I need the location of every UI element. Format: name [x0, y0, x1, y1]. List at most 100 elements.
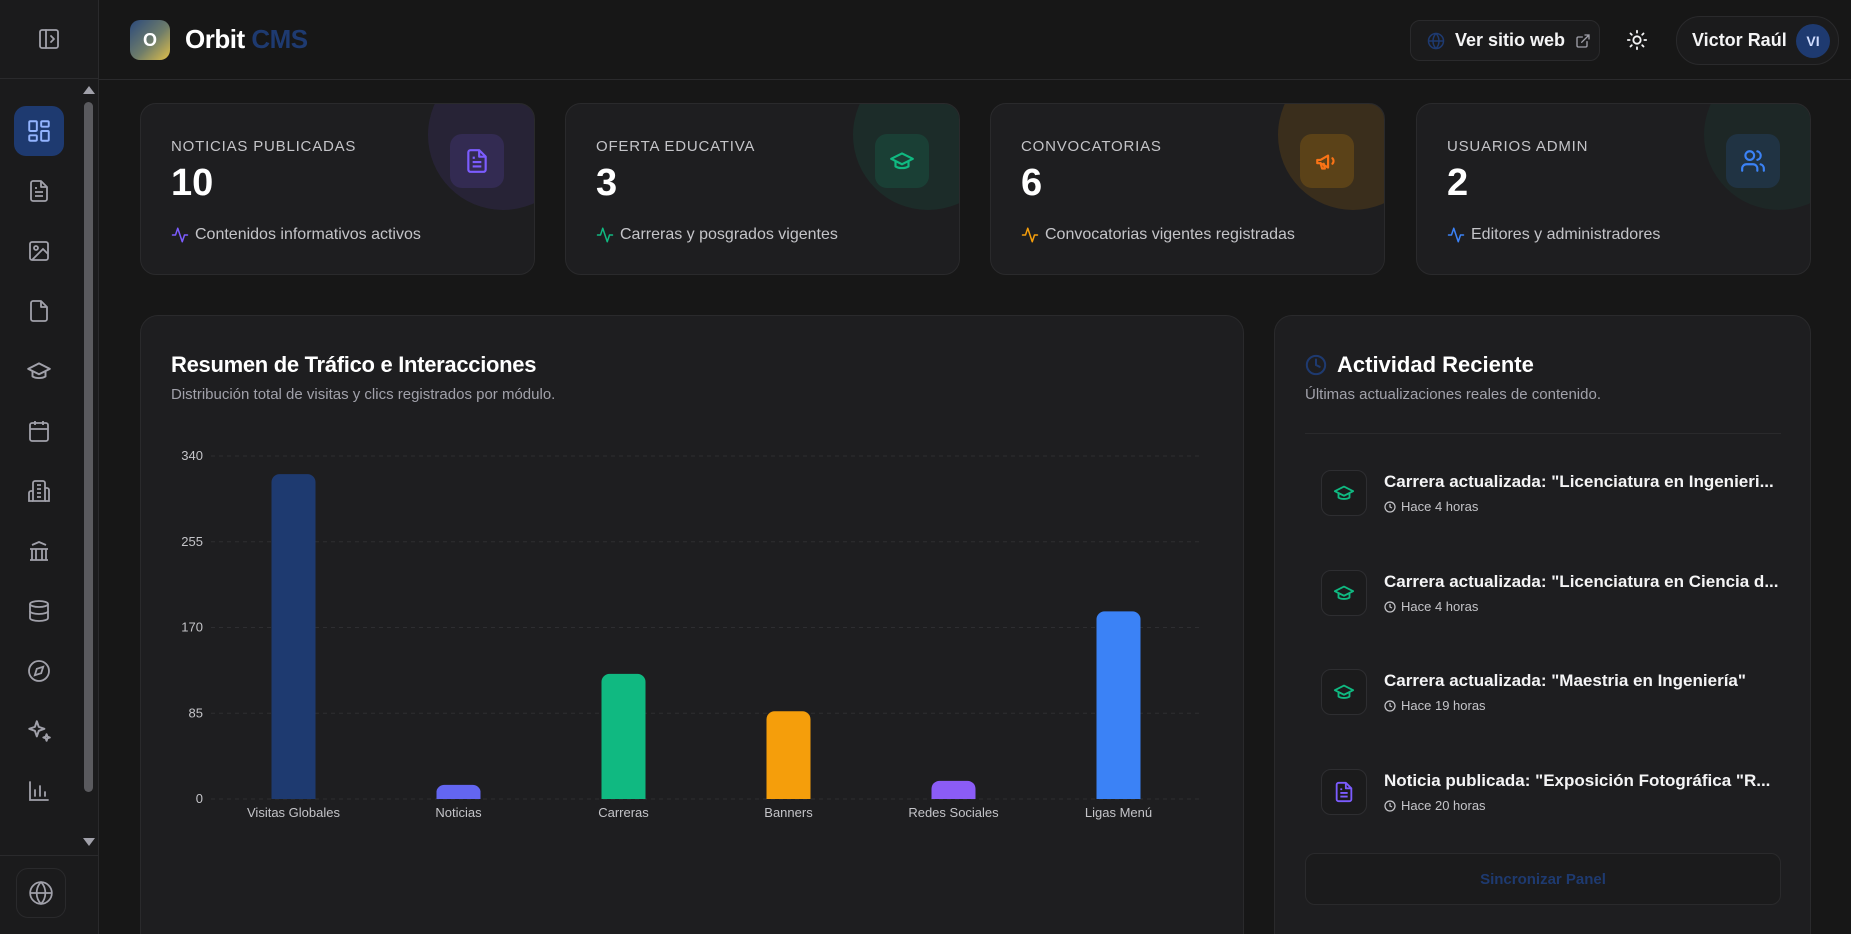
sidebar-item-dashboard[interactable] [14, 106, 64, 156]
compass-icon [28, 660, 50, 682]
activity-icon [1021, 227, 1039, 243]
stat-description-text: Editores y administradores [1471, 226, 1661, 243]
stat-description-text: Carreras y posgrados vigentes [620, 226, 838, 243]
y-tick-label: 340 [181, 448, 203, 463]
sidebar-item-database[interactable] [14, 586, 64, 636]
stat-description-text: Contenidos informativos activos [195, 226, 421, 243]
stat-value: 2 [1447, 162, 1469, 204]
activity-text: Carrera actualizada: "Licenciatura en In… [1384, 472, 1774, 491]
activity-item[interactable]: Carrera actualizada: "Licenciatura en In… [1321, 466, 1781, 526]
stat-description: Convocatorias vigentes registradas [1021, 226, 1295, 244]
clock-icon [1384, 799, 1396, 812]
sidebar-item-buildings[interactable] [14, 466, 64, 516]
sidebar-item-calendar[interactable] [14, 406, 64, 456]
top-header: O Orbit CMS Ver sitio web Victor Raúl VI [99, 0, 1851, 80]
activity-time: Hace 4 horas [1384, 499, 1478, 514]
bar [271, 474, 316, 799]
bar-chart: 0 85 170 255 340 Visitas Globales Noticias Carr… [181, 448, 1201, 820]
institution-icon [30, 541, 48, 561]
stat-value: 6 [1021, 162, 1043, 204]
sync-panel-button[interactable]: Sincronizar Panel [1305, 853, 1781, 905]
globe-icon [29, 880, 53, 906]
clock-icon [1305, 354, 1327, 376]
scroll-up-arrow-icon[interactable] [83, 86, 95, 94]
traffic-chart-panel: Resumen de Tráfico e Interacciones Distr… [140, 315, 1244, 934]
file-icon [30, 300, 48, 322]
activity-icon [596, 227, 614, 243]
stat-card-calls[interactable]: CONVOCATORIAS 6 Convocatorias vigentes r… [990, 103, 1385, 275]
avatar: VI [1796, 24, 1830, 58]
bar-base [271, 791, 316, 799]
stat-value: 10 [171, 162, 214, 204]
sparkles-icon [28, 720, 51, 742]
clock-icon [1384, 600, 1396, 613]
sidebar-item-analytics[interactable] [14, 766, 64, 816]
activity-item[interactable]: Noticia publicada: "Exposición Fotográfi… [1321, 765, 1781, 825]
activity-time-text: Hace 19 horas [1401, 698, 1486, 713]
y-tick-label: 0 [196, 791, 203, 806]
sidebar-item-ai[interactable] [14, 706, 64, 756]
graduation-cap-icon [1333, 485, 1355, 500]
language-button[interactable] [16, 868, 66, 918]
external-link-icon [1576, 33, 1590, 48]
visit-site-label: Ver sitio web [1455, 30, 1566, 50]
stat-label: USUARIOS ADMIN [1447, 138, 1589, 155]
calendar-icon [29, 421, 49, 442]
stat-label: OFERTA EDUCATIVA [596, 138, 756, 155]
activity-time: Hace 20 horas [1384, 798, 1486, 813]
x-tick-label: Ligas Menú [1085, 805, 1152, 820]
clock-icon [1384, 699, 1396, 712]
bar-base [436, 791, 481, 799]
sidebar-scrollbar[interactable] [80, 80, 97, 850]
sidebar-item-media[interactable] [14, 226, 64, 276]
stat-card-users[interactable]: USUARIOS ADMIN 2 Editores y administrado… [1416, 103, 1811, 275]
stat-value: 3 [596, 162, 618, 204]
dashboard-icon [28, 120, 50, 142]
app-logo[interactable]: O [130, 20, 170, 60]
brand-name: Orbit CMS [185, 24, 308, 55]
stat-description-text: Convocatorias vigentes registradas [1045, 226, 1295, 243]
bar-base [931, 791, 976, 799]
divider [1305, 433, 1781, 434]
megaphone-icon [1316, 154, 1335, 170]
sidebar-item-education[interactable] [14, 346, 64, 396]
users-icon [1741, 150, 1765, 172]
y-tick-label: 170 [181, 620, 203, 635]
visit-site-button[interactable]: Ver sitio web [1410, 20, 1600, 61]
image-icon [29, 241, 49, 261]
sidebar-nav [14, 106, 66, 826]
activity-time-text: Hace 4 horas [1401, 499, 1479, 514]
stat-icon-box [875, 134, 929, 188]
logo-letter: O [142, 29, 157, 50]
stat-card-education[interactable]: OFERTA EDUCATIVA 3 Carreras y posgrados … [565, 103, 960, 275]
scroll-down-arrow-icon[interactable] [83, 838, 95, 846]
globe-icon [1427, 31, 1445, 50]
sidebar-item-news[interactable] [14, 166, 64, 216]
document-icon [467, 149, 487, 173]
x-tick-label: Visitas Globales [247, 805, 340, 820]
activity-time: Hace 19 horas [1384, 698, 1486, 713]
building-icon [28, 480, 50, 502]
scrollbar-thumb[interactable] [84, 102, 93, 792]
bar [1096, 611, 1141, 799]
user-menu[interactable]: Victor Raúl VI [1676, 16, 1839, 65]
x-tick-label: Noticias [435, 805, 482, 820]
sidebar-footer [0, 855, 99, 934]
activity-text: Noticia publicada: "Exposición Fotográfi… [1384, 771, 1771, 790]
sidebar-toggle-button[interactable] [35, 25, 63, 53]
activity-time: Hace 4 horas [1384, 599, 1478, 614]
stat-description: Contenidos informativos activos [171, 226, 421, 244]
graduation-cap-icon [27, 362, 51, 380]
sidebar-toggle-icon [39, 29, 59, 49]
stat-description: Carreras y posgrados vigentes [596, 226, 838, 244]
activity-title: Actividad Reciente [1305, 352, 1534, 378]
database-icon [29, 600, 49, 622]
sidebar-item-explore[interactable] [14, 646, 64, 696]
theme-toggle-button[interactable] [1617, 20, 1657, 60]
sidebar-item-pages[interactable] [14, 286, 64, 336]
activity-item[interactable]: Carrera actualizada: "Licenciatura en Ci… [1321, 566, 1781, 626]
stat-card-news[interactable]: NOTICIAS PUBLICADAS 10 Contenidos inform… [140, 103, 535, 275]
sidebar-item-institution[interactable] [14, 526, 64, 576]
activity-item[interactable]: Carrera actualizada: "Maestria en Ingeni… [1321, 665, 1781, 725]
stat-label: NOTICIAS PUBLICADAS [171, 138, 357, 155]
